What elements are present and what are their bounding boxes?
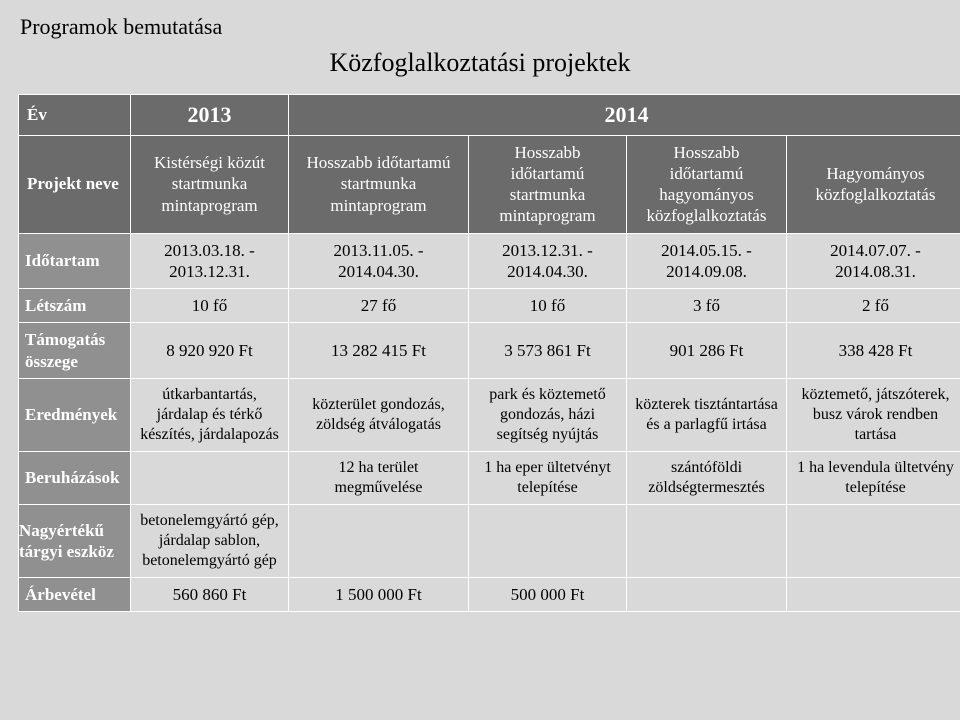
tamogatas-c5: 338 428 Ft xyxy=(787,323,960,379)
project-1: Kistérségi közút startmunka mintaprogram xyxy=(131,135,289,233)
year-row: Év 2013 2014 xyxy=(19,95,960,136)
page: Programok bemutatása Közfoglalkoztatási … xyxy=(0,0,960,720)
project-name-row: Projekt neve Kistérségi közút startmunka… xyxy=(19,135,960,233)
year-2013: 2013 xyxy=(131,95,289,136)
eszkoz-c3 xyxy=(469,504,627,577)
row-tamogatas: Támogatás összege 8 920 920 Ft 13 282 41… xyxy=(19,323,960,379)
eszkoz-c4 xyxy=(627,504,787,577)
beruhazasok-c1 xyxy=(131,451,289,504)
idotartam-c4: 2014.05.15. - 2014.09.08. xyxy=(627,233,787,289)
eredmenyek-c3: park és köztemető gondozás, házi segítsé… xyxy=(469,378,627,451)
letszam-c4: 3 fő xyxy=(627,289,787,323)
eredmenyek-c1: útkarbantartás, járdalap és térkő készít… xyxy=(131,378,289,451)
project-5: Hagyományos közfoglalkoztatás xyxy=(787,135,960,233)
tamogatas-c1: 8 920 920 Ft xyxy=(131,323,289,379)
beruhazasok-c4: szántóföldi zöldségtermesztés xyxy=(627,451,787,504)
rowhead-beruhazasok: Beruházások xyxy=(19,451,131,504)
rowhead-letszam: Létszám xyxy=(19,289,131,323)
idotartam-c5: 2014.07.07. - 2014.08.31. xyxy=(787,233,960,289)
eredmenyek-c5: köztemető, játszóterek, busz várok rendb… xyxy=(787,378,960,451)
tamogatas-c2: 13 282 415 Ft xyxy=(289,323,469,379)
rowhead-arbevetel: Árbevétel xyxy=(19,577,131,611)
year-2014: 2014 xyxy=(289,95,960,136)
arbevetel-c3: 500 000 Ft xyxy=(469,577,627,611)
idotartam-c1: 2013.03.18. - 2013.12.31. xyxy=(131,233,289,289)
project-2: Hosszabb időtartamú startmunka mintaprog… xyxy=(289,135,469,233)
projects-table: Év 2013 2014 Projekt neve Kistérségi köz… xyxy=(18,94,960,612)
eszkoz-c5 xyxy=(787,504,960,577)
rowhead-tamogatas: Támogatás összege xyxy=(19,323,131,379)
beruhazasok-c2: 12 ha terület megművelése xyxy=(289,451,469,504)
rowhead-idotartam: Időtartam xyxy=(19,233,131,289)
row-arbevetel: Árbevétel 560 860 Ft 1 500 000 Ft 500 00… xyxy=(19,577,960,611)
idotartam-c2: 2013.11.05. - 2014.04.30. xyxy=(289,233,469,289)
eredmenyek-c4: közterek tisztántartása és a parlagfű ir… xyxy=(627,378,787,451)
page-title: Programok bemutatása xyxy=(20,14,942,40)
section-subtitle: Közfoglalkoztatási projektek xyxy=(18,48,942,78)
eszkoz-c2 xyxy=(289,504,469,577)
arbevetel-c1: 560 860 Ft xyxy=(131,577,289,611)
project-name-label: Projekt neve xyxy=(19,135,131,233)
letszam-c5: 2 fő xyxy=(787,289,960,323)
beruhazasok-c5: 1 ha levendula ültetvény telepítése xyxy=(787,451,960,504)
tamogatas-c4: 901 286 Ft xyxy=(627,323,787,379)
beruhazasok-c3: 1 ha eper ültetvényt telepítése xyxy=(469,451,627,504)
arbevetel-c2: 1 500 000 Ft xyxy=(289,577,469,611)
arbevetel-c5 xyxy=(787,577,960,611)
row-idotartam: Időtartam 2013.03.18. - 2013.12.31. 2013… xyxy=(19,233,960,289)
row-letszam: Létszám 10 fő 27 fő 10 fő 3 fő 2 fő xyxy=(19,289,960,323)
arbevetel-c4 xyxy=(627,577,787,611)
row-eszkoz: Nagyértékű tárgyi eszköz betonelemgyártó… xyxy=(19,504,960,577)
eredmenyek-c2: közterület gondozás, zöldség átválogatás xyxy=(289,378,469,451)
tamogatas-c3: 3 573 861 Ft xyxy=(469,323,627,379)
letszam-c3: 10 fő xyxy=(469,289,627,323)
project-4: Hosszabb időtartamú hagyományos közfogla… xyxy=(627,135,787,233)
project-3: Hosszabb időtartamú startmunka mintaprog… xyxy=(469,135,627,233)
rowhead-eszkoz: Nagyértékű tárgyi eszköz xyxy=(19,504,131,577)
rowhead-eredmenyek: Eredmények xyxy=(19,378,131,451)
eszkoz-c1: betonelemgyártó gép, járdalap sablon, be… xyxy=(131,504,289,577)
letszam-c2: 27 fő xyxy=(289,289,469,323)
row-eredmenyek: Eredmények útkarbantartás, járdalap és t… xyxy=(19,378,960,451)
row-beruhazasok: Beruházások 12 ha terület megművelése 1 … xyxy=(19,451,960,504)
letszam-c1: 10 fő xyxy=(131,289,289,323)
idotartam-c3: 2013.12.31. - 2014.04.30. xyxy=(469,233,627,289)
year-label: Év xyxy=(19,95,131,136)
